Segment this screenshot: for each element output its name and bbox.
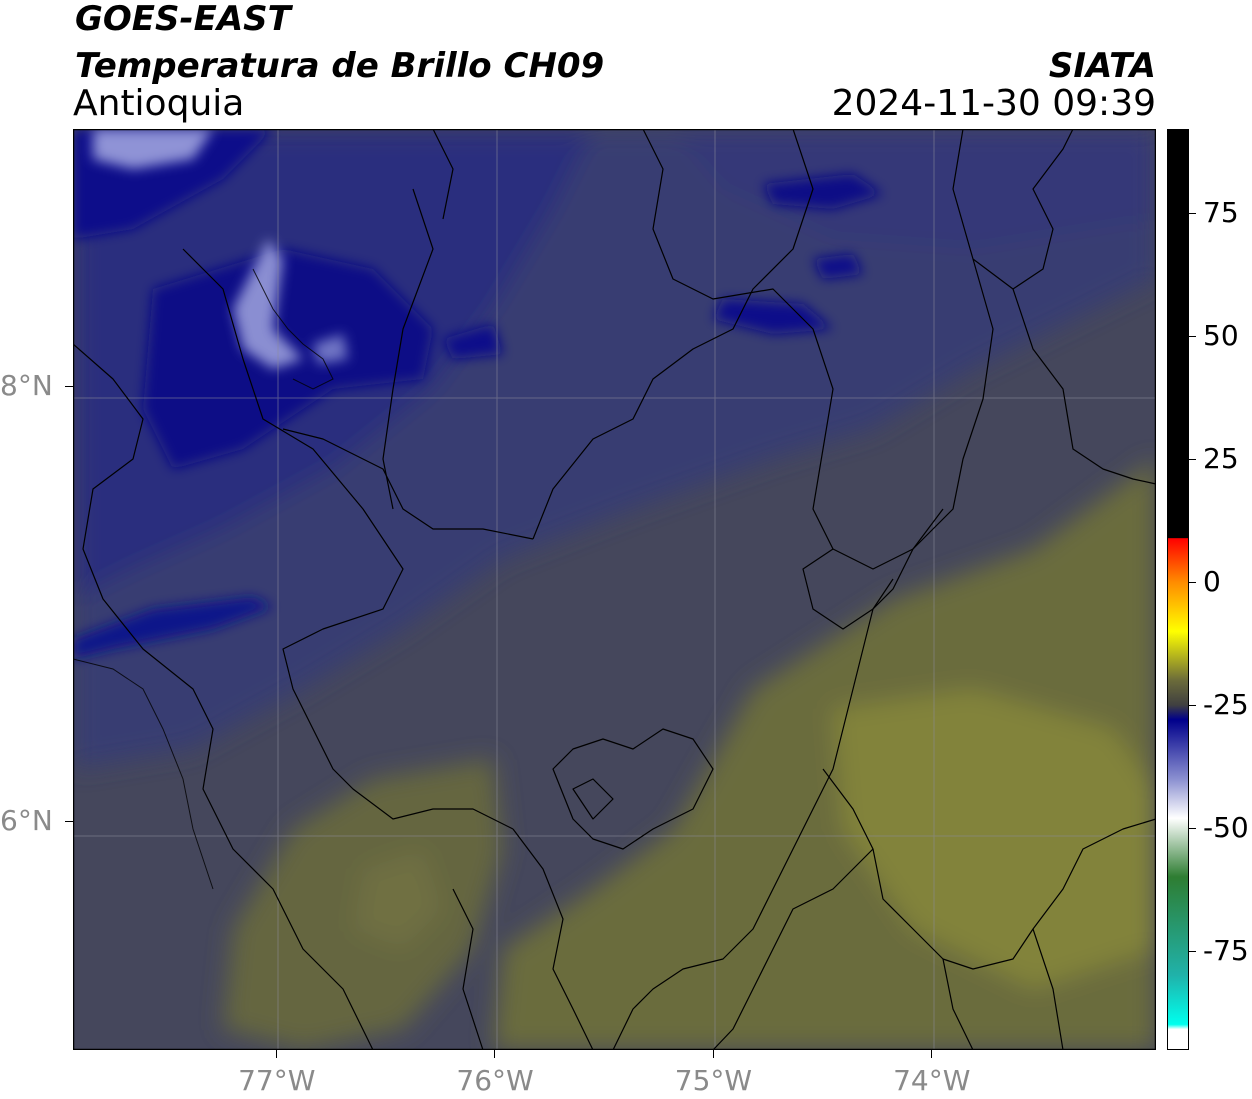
lat-tickmark: [65, 821, 73, 823]
title-region: Antioquia: [73, 83, 245, 124]
lon-tickmark: [276, 1050, 278, 1058]
lon-tickmark: [712, 1050, 714, 1058]
colorbar-tick-label: -25: [1203, 688, 1249, 722]
colorbar-tickmark: [1189, 335, 1196, 337]
overshooting-tops: [93, 129, 348, 369]
colorbar-tickmark: [1189, 828, 1196, 830]
colorbar-tick-label: -75: [1203, 934, 1249, 968]
title-datetime: 2024-11-30 09:39: [831, 83, 1156, 124]
colorbar-tick-label: 75: [1203, 195, 1239, 229]
colorbar-tick-label: 50: [1203, 318, 1239, 352]
lon-tick-label: 75°W: [674, 1064, 753, 1097]
colorbar-tickmark: [1189, 458, 1196, 460]
lat-tickmark: [65, 385, 73, 387]
brightness-temperature-map: [73, 129, 1156, 1050]
lon-tick-label: 76°W: [456, 1064, 534, 1097]
lon-tickmark: [494, 1050, 496, 1058]
colorbar-tick-label: 25: [1203, 441, 1239, 475]
lat-tick-label: 6°N: [0, 804, 53, 838]
colorbar-tick-label: 0: [1203, 565, 1221, 599]
coastline: [73, 268, 334, 890]
title-product: Temperatura de Brillo CH09: [75, 46, 605, 86]
colorbar-tickmark: [1189, 582, 1196, 584]
gridlines: [73, 129, 1156, 1050]
lon-tick-label: 74°W: [893, 1064, 971, 1097]
colorbar-tickmark: [1189, 951, 1196, 953]
colorbar-tickmark: [1189, 705, 1196, 707]
lon-tick-label: 77°W: [238, 1064, 316, 1097]
title-institution: SIATA: [1048, 46, 1156, 86]
colorbar-tick-label: -50: [1203, 811, 1249, 845]
lon-tickmark: [931, 1050, 933, 1058]
lat-tick-label: 8°N: [0, 368, 53, 402]
title-satellite: GOES-EAST: [75, 0, 291, 39]
warm-field-olive: [223, 459, 1156, 1050]
administrative-boundaries: [73, 129, 1156, 1050]
temperature-colorbar: [1167, 129, 1189, 1050]
colorbar-tickmark: [1189, 212, 1196, 214]
